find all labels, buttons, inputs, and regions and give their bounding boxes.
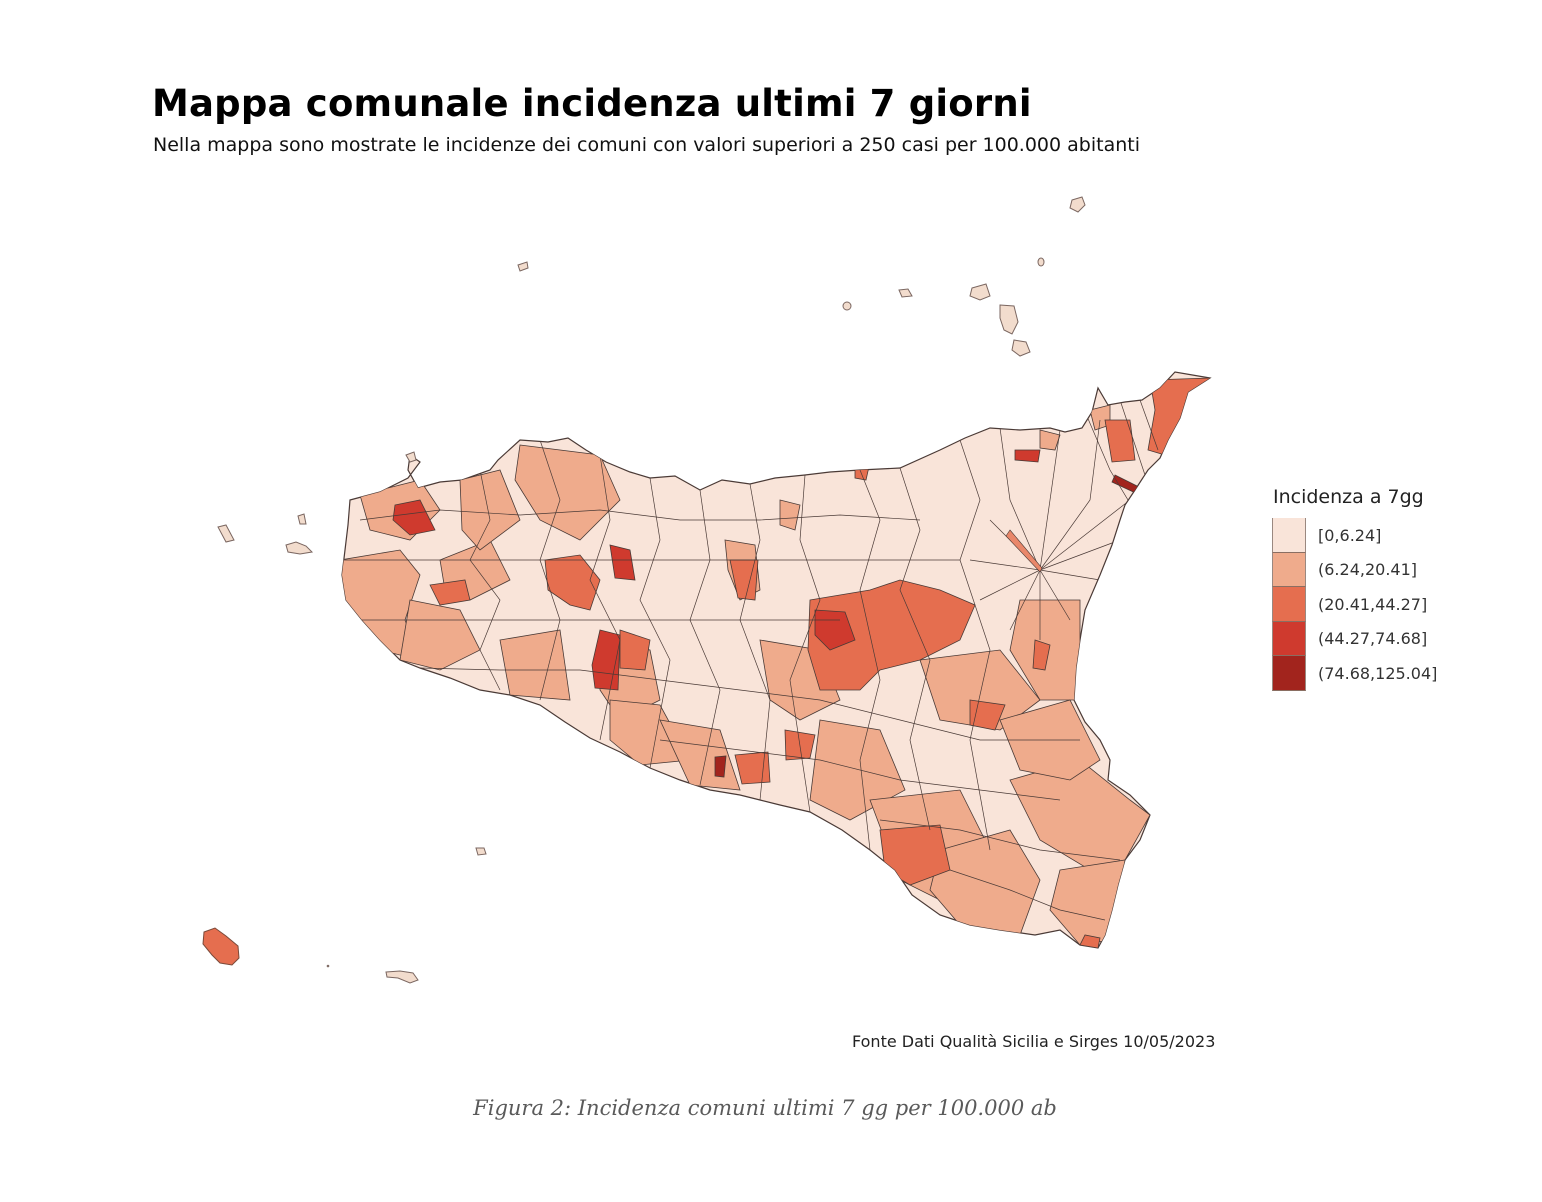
egadi-islands [217, 513, 314, 555]
aeolian-islands [517, 196, 1086, 357]
legend-swatch [1272, 621, 1306, 656]
legend-label: (20.41,44.27] [1318, 594, 1428, 614]
figure-caption-text: Figura 2: Incidenza comuni ultimi 7 gg p… [473, 1096, 1057, 1120]
legend-swatch [1272, 587, 1306, 622]
ustica-island [405, 451, 417, 463]
pantelleria-island [202, 927, 240, 966]
legend-item: [0,6.24] [1272, 518, 1437, 553]
legend-swatch [1272, 552, 1306, 587]
legend-label: (6.24,20.41] [1318, 560, 1417, 580]
pelagie-islands [326, 847, 487, 984]
data-source-note: Fonte Dati Qualità Sicilia e Sirges 10/0… [852, 1032, 1216, 1051]
map-legend: Incidenza a 7gg [0,6.24] (6.24,20.41] (2… [1272, 486, 1437, 691]
legend-item: (6.24,20.41] [1272, 552, 1437, 587]
legend-label: [0,6.24] [1318, 525, 1382, 545]
legend-item: (74.68,125.04] [1272, 656, 1437, 691]
legend-item: (20.41,44.27] [1272, 587, 1437, 622]
legend-label: (74.68,125.04] [1318, 663, 1438, 683]
map-subtitle: Nella mappa sono mostrate le incidenze d… [153, 134, 1140, 156]
legend-swatch [1272, 656, 1306, 691]
figure-caption: Figura 2: Incidenza comuni ultimi 7 gg p… [0, 1096, 1542, 1120]
legend-label: (44.27,74.68] [1318, 629, 1428, 649]
main-island [341, 371, 1212, 949]
legend-title: Incidenza a 7gg [1273, 486, 1424, 508]
legend-item: (44.27,74.68] [1272, 621, 1437, 656]
legend-swatch [1272, 518, 1306, 553]
map-title: Mappa comunale incidenza ultimi 7 giorni [152, 82, 1032, 125]
